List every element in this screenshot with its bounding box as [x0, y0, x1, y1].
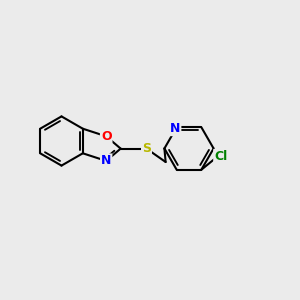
Text: O: O — [101, 130, 112, 143]
Text: S: S — [142, 142, 151, 155]
Text: Cl: Cl — [214, 150, 227, 163]
Text: N: N — [170, 122, 180, 135]
Text: N: N — [101, 154, 111, 167]
